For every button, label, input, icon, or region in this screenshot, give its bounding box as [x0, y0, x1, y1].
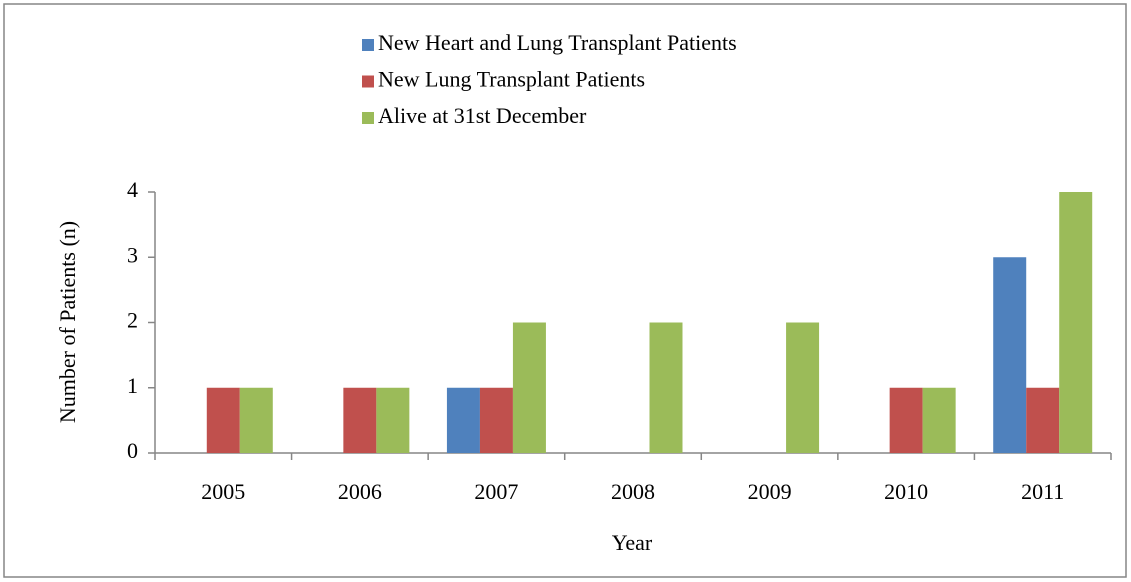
chart-border: [3, 3, 1127, 578]
x-axis-label: Year: [612, 530, 653, 555]
bar: [446, 387, 480, 453]
x-tick-label: 2005: [201, 479, 245, 504]
legend-label: New Lung Transplant Patients: [378, 67, 645, 92]
y-tick-label: 0: [127, 438, 138, 463]
legend-swatch: [362, 112, 374, 124]
bar: [922, 387, 956, 453]
legend-swatch: [362, 75, 374, 88]
bar: [376, 387, 410, 453]
x-tick-label: 2007: [474, 479, 518, 504]
y-tick-label: 4: [127, 177, 138, 202]
y-tick-label: 3: [127, 242, 138, 267]
bar: [206, 387, 240, 453]
x-tick-label: 2010: [884, 479, 928, 504]
bar: [786, 322, 820, 453]
bar: [1059, 192, 1093, 453]
x-tick-label: 2006: [338, 479, 382, 504]
y-tick-label: 2: [127, 308, 138, 333]
bar: [889, 387, 923, 453]
bar: [239, 387, 273, 453]
y-axis-label: Number of Patients (n): [55, 221, 80, 423]
x-tick-label: 2009: [748, 479, 792, 504]
legend-swatch: [362, 39, 374, 51]
legend-label: New Heart and Lung Transplant Patients: [378, 30, 737, 55]
bar: [512, 322, 546, 453]
y-tick-label: 1: [127, 373, 138, 398]
bar: [479, 387, 513, 453]
x-tick-label: 2008: [611, 479, 655, 504]
bar: [1026, 387, 1060, 453]
bar: [993, 257, 1027, 453]
bar: [343, 387, 377, 453]
legend-label: Alive at 31st December: [378, 103, 587, 128]
x-tick-label: 2011: [1021, 479, 1064, 504]
bar: [649, 322, 683, 453]
